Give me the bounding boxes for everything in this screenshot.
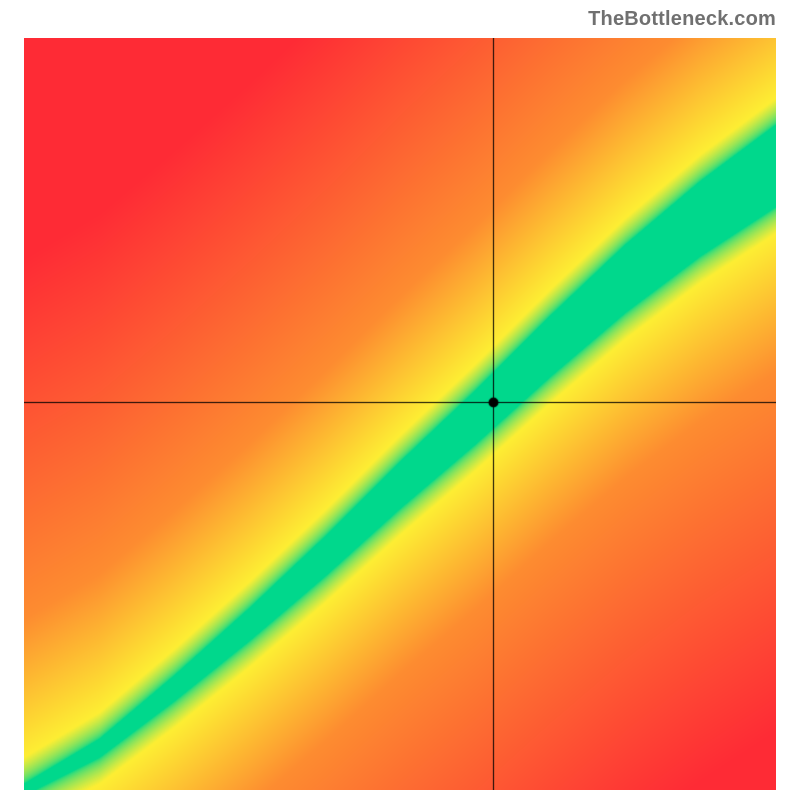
attribution-text: TheBottleneck.com	[588, 8, 776, 31]
heatmap-canvas	[24, 38, 776, 790]
bottleneck-heatmap	[24, 38, 776, 790]
